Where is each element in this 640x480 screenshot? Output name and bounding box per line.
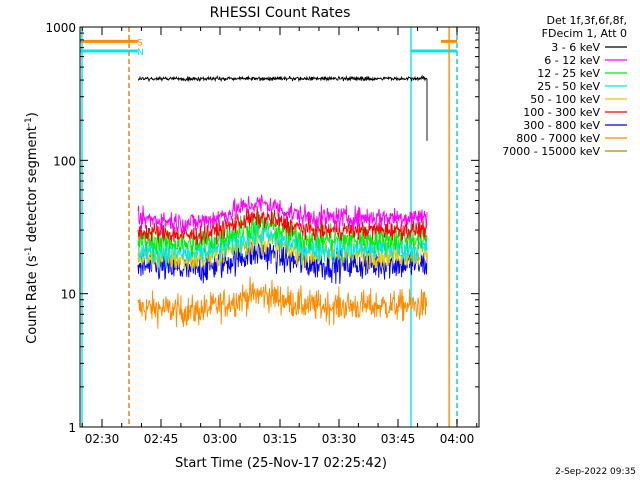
legend-label: 100 - 300 keV <box>523 106 600 119</box>
legend-label: 800 - 7000 keV <box>516 132 600 145</box>
x-tick-label: 04:00 <box>440 432 475 446</box>
y-tick-label: 1 <box>68 421 76 435</box>
series-line-100-300keV <box>137 205 428 245</box>
y-axis-label-main: Count Rate (s <box>25 255 40 344</box>
x-axis-ticks: 02:30 02:45 03:00 03:15 03:30 03:45 04:00 <box>81 27 478 446</box>
y-axis-label: Count Rate (s-1 detector segment-1) <box>24 112 40 344</box>
x-tick-label: 03:15 <box>263 432 298 446</box>
y-tick-label: 10 <box>61 288 76 302</box>
x-tick-label: 03:45 <box>381 432 416 446</box>
series-line-12-25keV <box>137 212 428 259</box>
legend-label: 6 - 12 keV <box>544 54 600 67</box>
x-tick-label: 02:30 <box>85 432 120 446</box>
legend-title-line2: FDecim 1, Att 0 <box>542 27 627 40</box>
series-line-800-7000keV <box>137 276 428 329</box>
y-axis-ticks: 1 10 100 1000 <box>45 21 479 435</box>
x-axis-label: Start Time (25-Nov-17 02:25:42) <box>175 456 387 471</box>
y-tick-label: 100 <box>53 154 76 168</box>
series-line-300-800keV <box>137 239 428 284</box>
legend: Det 1f,3f,6f,8f, FDecim 1, Att 0 3 - 6 k… <box>502 14 627 158</box>
series-line-6-12keV <box>137 194 428 235</box>
legend-label: 3 - 6 keV <box>551 41 600 54</box>
generated-timestamp: 2-Sep-2022 09:35 <box>555 467 636 477</box>
y-axis-label-sup2: -1 <box>24 117 34 126</box>
y-tick-label: 1000 <box>45 21 76 35</box>
series-line-3-6keV <box>137 74 428 141</box>
x-tick-label: 03:30 <box>322 432 357 446</box>
legend-title-line1: Det 1f,3f,6f,8f, <box>546 14 627 27</box>
flag-label-n: N <box>137 48 144 58</box>
legend-label: 50 - 100 keV <box>530 93 600 106</box>
legend-label: 7000 - 15000 keV <box>502 145 600 158</box>
plot-area: SN <box>80 27 458 427</box>
legend-label: 12 - 25 keV <box>537 67 600 80</box>
y-axis-label-sup1: -1 <box>24 246 34 255</box>
flag-label-s: S <box>137 38 143 48</box>
x-tick-label: 02:45 <box>144 432 179 446</box>
x-tick-label: 03:00 <box>203 432 238 446</box>
legend-label: 300 - 800 keV <box>523 119 600 132</box>
chart-title: RHESSI Count Rates <box>210 5 351 21</box>
y-axis-label-mid: detector segment <box>25 126 40 246</box>
legend-label: 25 - 50 keV <box>537 80 600 93</box>
y-axis-label-end: ) <box>25 112 40 117</box>
